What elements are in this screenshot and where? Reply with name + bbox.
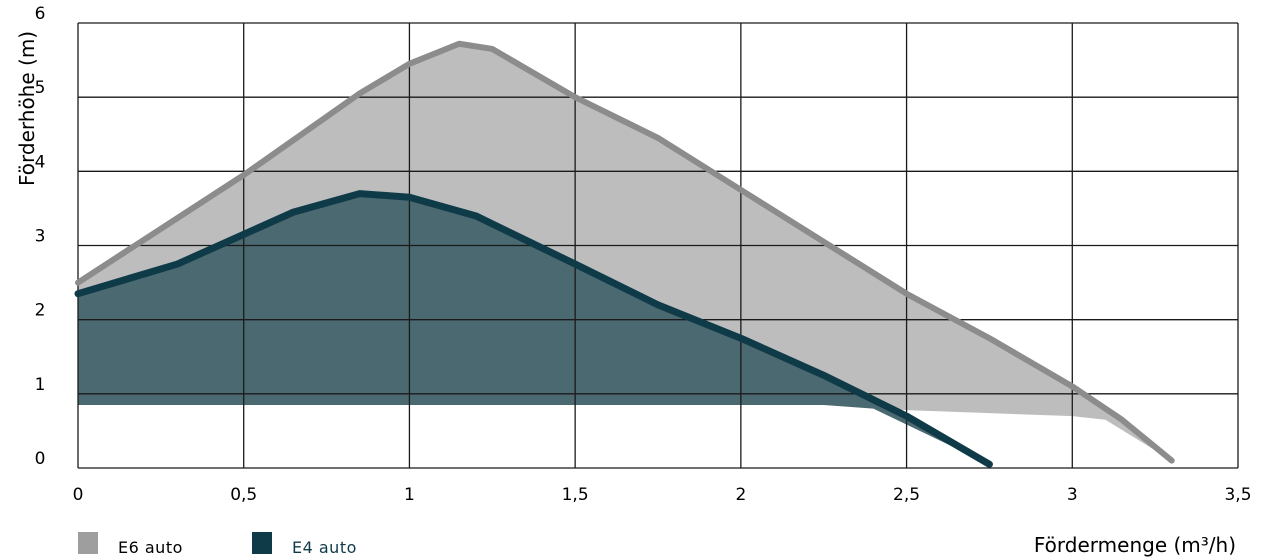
legend: E6 auto E4 auto [78, 532, 357, 557]
series-line-e6-auto [75, 40, 1175, 464]
series-lines [74, 40, 1175, 468]
legend-swatch-e6 [78, 532, 98, 554]
x-tick-label: 2 [735, 485, 746, 505]
x-tick-label: 3 [1067, 485, 1078, 505]
y-tick-label: 4 [35, 152, 46, 172]
x-tick-label: 0 [73, 485, 84, 505]
grid-lines [77, 22, 1239, 469]
series-area-e4-auto [78, 193, 990, 465]
series-areas [78, 43, 1172, 465]
x-tick-labels: 0 0,5 1 1,5 2 2,5 3 3,5 [73, 485, 1252, 505]
y-tick-label: 1 [35, 375, 46, 395]
legend-label-e6: E6 auto [118, 538, 183, 557]
y-tick-label: 0 [35, 449, 46, 469]
x-tick-label: 1,5 [562, 485, 589, 505]
x-tick-label: 2,5 [893, 485, 920, 505]
x-tick-label: 0,5 [230, 485, 257, 505]
x-tick-label: 3,5 [1224, 485, 1251, 505]
y-tick-label: 3 [35, 227, 46, 247]
legend-swatch-e4 [252, 532, 272, 554]
y-axis-label: Förderhöhe (m) [15, 31, 39, 186]
x-axis-label: Fördermenge (m³/h) [1034, 533, 1236, 557]
x-tick-label: 1 [404, 485, 415, 505]
y-tick-label: 5 [35, 78, 46, 98]
series-line-e4-auto [74, 190, 993, 468]
legend-label-e4: E4 auto [292, 538, 357, 557]
y-tick-labels: 0 1 2 3 4 5 6 [35, 4, 46, 469]
y-tick-label: 2 [35, 301, 46, 321]
y-tick-label: 6 [35, 4, 46, 24]
